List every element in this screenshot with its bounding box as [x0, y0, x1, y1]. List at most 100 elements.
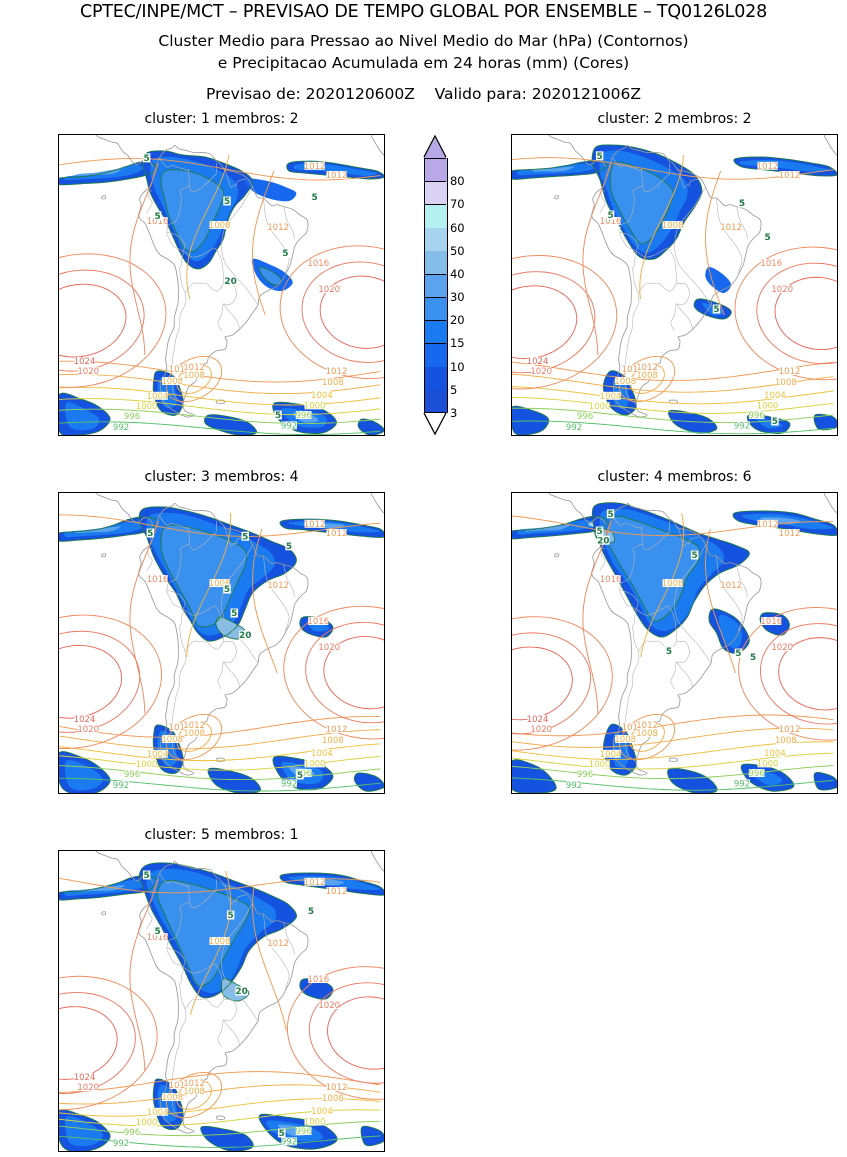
svg-text:5: 5: [154, 927, 160, 937]
svg-text:1020: 1020: [77, 1083, 99, 1093]
svg-text:5: 5: [713, 305, 719, 315]
svg-text:1012: 1012: [779, 529, 801, 539]
y-tick: [58, 154, 59, 155]
chart-subtitle-line2: e Precipitacao Acumulada em 24 horas (mm…: [217, 54, 630, 72]
y-tick: [58, 295, 59, 296]
colorbar-tick: [424, 411, 446, 413]
y-tick: [511, 416, 512, 417]
svg-text:992: 992: [281, 779, 297, 789]
x-tick: [706, 435, 707, 436]
svg-text:5: 5: [308, 907, 314, 917]
x-tick: [216, 793, 217, 794]
colorbar-segment: [424, 250, 448, 274]
x-tick: [743, 435, 744, 436]
y-tick: [58, 134, 59, 135]
svg-text:20: 20: [597, 536, 609, 546]
svg-text:992: 992: [113, 1139, 129, 1149]
svg-text:1000: 1000: [757, 759, 779, 769]
y-tick: [511, 774, 512, 775]
svg-text:5: 5: [286, 542, 292, 552]
svg-text:1012: 1012: [720, 223, 742, 233]
colorbar-segment: [424, 343, 448, 367]
svg-text:1008: 1008: [614, 735, 636, 745]
svg-text:1004: 1004: [600, 392, 622, 402]
plot-area-1[interactable]: 992 992 996 996 1000 1000 1004 1004 1008 1008 1012…: [58, 134, 385, 436]
y-tick: [511, 376, 512, 377]
plot-area-4[interactable]: 992 992 996 996 1000 1000 1004 1004 1008 1008 1012…: [511, 492, 838, 794]
svg-text:5: 5: [691, 551, 697, 561]
svg-text:5: 5: [228, 911, 234, 921]
svg-text:5: 5: [607, 510, 613, 520]
y-tick: [58, 316, 59, 317]
map-canvas: 9929929969961000100010041004100810081012…: [59, 493, 384, 793]
colorbar-over-arrow: [424, 138, 446, 158]
y-tick: [511, 356, 512, 357]
x-tick: [69, 793, 70, 794]
y-tick: [58, 734, 59, 735]
coastlines: [548, 493, 837, 776]
valid-for-value: 2020121006Z: [531, 85, 641, 103]
svg-text:1012: 1012: [267, 581, 289, 591]
plot-area-2[interactable]: 992 992 996 996 1000 1000 1004 1004 1008 1008 1012…: [511, 134, 838, 436]
colorbar-segment: [424, 204, 448, 228]
colorbar-label: 10: [449, 359, 465, 374]
svg-text:1012: 1012: [636, 363, 658, 373]
svg-text:1012: 1012: [267, 223, 289, 233]
svg-text:992: 992: [113, 423, 129, 433]
y-tick: [58, 356, 59, 357]
y-tick: [58, 1011, 59, 1012]
svg-text:5: 5: [275, 411, 281, 421]
svg-text:5: 5: [597, 527, 603, 537]
svg-text:1012: 1012: [636, 721, 658, 731]
forecast-run-line: Previsao de: 2020120600Z Valido para: 20…: [0, 85, 847, 103]
svg-text:1004: 1004: [311, 749, 333, 759]
x-tick: [290, 793, 291, 794]
panel-cluster-5: cluster: 5 membros: 1 992 992 996 996 1000 10…: [58, 827, 385, 1152]
y-tick: [58, 850, 59, 851]
y-tick: [58, 376, 59, 377]
y-tick: [511, 235, 512, 236]
panel-cluster-3: cluster: 3 membros: 4 992992996996100010…: [58, 469, 385, 794]
x-tick: [522, 793, 523, 794]
svg-text:1000: 1000: [304, 401, 326, 411]
y-tick: [58, 674, 59, 675]
precipitation-colorbar: 3 5 10 15 20 30 40 50 60 70 80: [423, 134, 465, 436]
svg-text:1004: 1004: [147, 1108, 169, 1118]
svg-text:5: 5: [154, 212, 160, 222]
svg-text:1012: 1012: [326, 887, 348, 897]
x-tick: [106, 793, 107, 794]
y-tick: [58, 336, 59, 337]
y-tick: [511, 215, 512, 216]
svg-text:1024: 1024: [527, 715, 549, 725]
plot-area-5[interactable]: 992 992 996 996 1000 1000 1004 1004 1008 1008 1012…: [58, 850, 385, 1152]
svg-text:1008: 1008: [183, 371, 205, 381]
svg-text:1012: 1012: [267, 939, 289, 949]
y-tick: [511, 553, 512, 554]
svg-text:1012: 1012: [622, 723, 644, 733]
svg-text:1008: 1008: [209, 221, 231, 231]
svg-text:5: 5: [735, 649, 741, 659]
y-tick: [511, 533, 512, 534]
y-tick: [511, 714, 512, 715]
svg-text:5: 5: [242, 532, 248, 542]
svg-text:1012: 1012: [169, 1081, 191, 1091]
panel-title-1: cluster: 1 membros: 2: [144, 111, 299, 127]
plot-area-3[interactable]: 9929929969961000100010041004100810081012…: [58, 492, 385, 794]
forecast-from-label: Previsao de:: [206, 85, 301, 103]
svg-text:1008: 1008: [161, 735, 183, 745]
y-tick: [58, 275, 59, 276]
svg-text:996: 996: [296, 1127, 312, 1137]
svg-text:5: 5: [147, 529, 153, 539]
x-tick: [143, 1151, 144, 1152]
precip-contour-labels: 5 5 5 5 5 20 5: [142, 153, 319, 421]
x-tick: [363, 793, 364, 794]
x-tick: [816, 793, 817, 794]
svg-text:1020: 1020: [318, 1001, 340, 1011]
svg-text:1012: 1012: [326, 725, 348, 735]
y-tick: [511, 175, 512, 176]
x-tick: [106, 1151, 107, 1152]
